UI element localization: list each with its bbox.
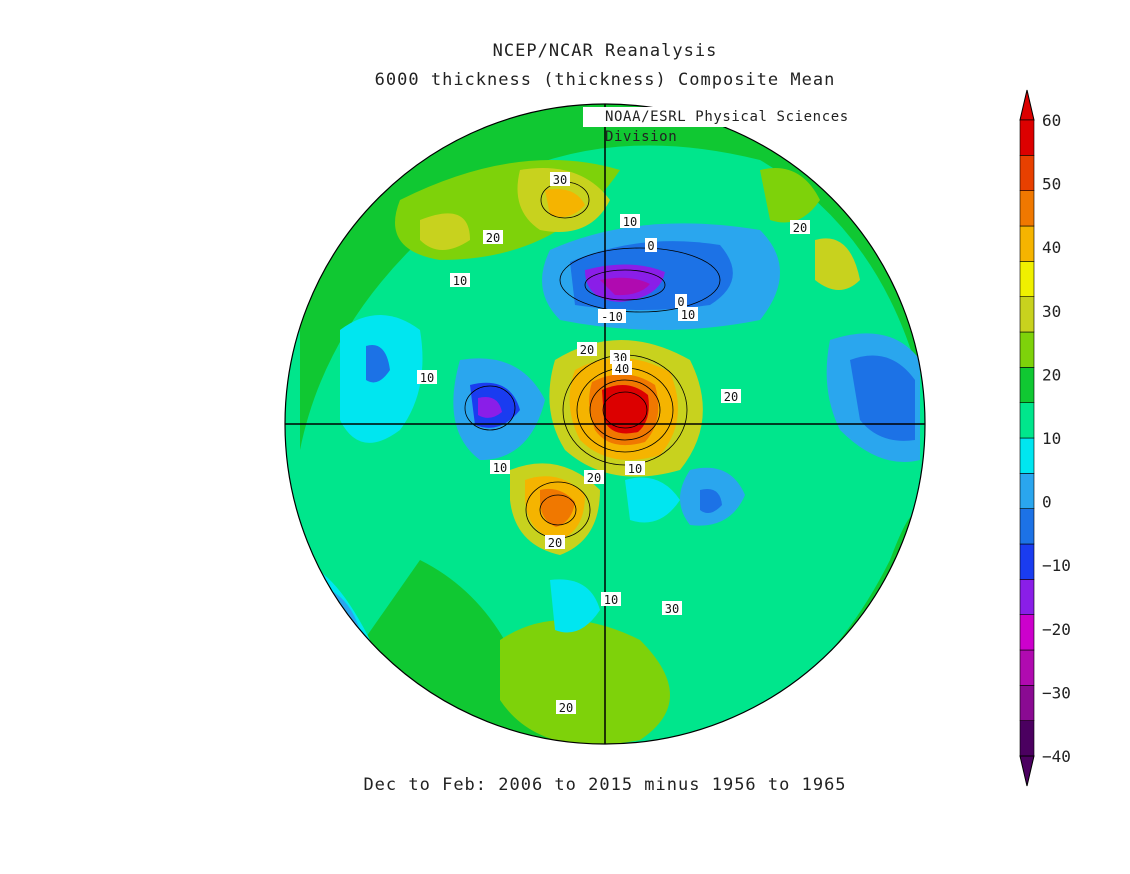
colorbar-box: [1019, 614, 1035, 651]
title-line2: 6000 thickness (thickness) Composite Mea…: [374, 70, 836, 90]
contour-label-bg: [612, 361, 632, 375]
contour-label: 0: [677, 295, 684, 309]
colorbar-box: [1019, 155, 1035, 191]
contour-label: 10: [628, 462, 642, 476]
contour-label-bg: [490, 460, 510, 474]
colorbar-box: [1019, 508, 1035, 545]
contour-label-bg: [550, 172, 570, 186]
colorbar-box: [1019, 579, 1035, 615]
contour-label: 10: [604, 593, 618, 607]
colorbar-top-arrow: [1019, 89, 1035, 121]
yellow-nw: [420, 213, 470, 250]
colorbar-box: [1019, 720, 1035, 757]
warm-canada-50: [540, 488, 575, 527]
colorbar-box: [1019, 225, 1035, 262]
colorbar-box: [1019, 261, 1035, 297]
contour-label: 30: [553, 173, 567, 187]
warm-arctic-60: [602, 385, 649, 434]
colorbar-box: [1019, 473, 1035, 509]
contour-label-bg: [556, 700, 576, 714]
colorbar-tick-label: −10: [1042, 556, 1071, 575]
colorbar-bottom-arrow: [1019, 755, 1035, 787]
contour-label: -10: [601, 310, 623, 324]
contour-label: 20: [793, 221, 807, 235]
contour-label: 30: [665, 602, 679, 616]
colorbar-box: [1019, 119, 1035, 156]
colorbar-box: [1019, 402, 1035, 439]
colorbar-box: [1019, 331, 1035, 368]
colorbar-box: [1019, 367, 1035, 403]
contour-label: 20: [587, 471, 601, 485]
colorbar-box: [1019, 543, 1035, 580]
contour-label-bg: [678, 307, 698, 321]
contour-label: 40: [615, 362, 629, 376]
contour-label-bg: [675, 294, 687, 308]
contour-label-bg: [584, 470, 604, 484]
lime-south: [500, 620, 670, 744]
contour-label-bg: [577, 342, 597, 356]
cyan-baffin: [625, 477, 680, 523]
contour-label: 20: [486, 231, 500, 245]
blue-atlantic: [700, 489, 722, 514]
colorbar-tick-label: 0: [1042, 493, 1052, 512]
contour-label: 10: [681, 308, 695, 322]
band-green-south: [285, 514, 925, 744]
colorbar-tick-label: −40: [1042, 747, 1071, 766]
colorbar-box: [1019, 190, 1035, 227]
colorbar-tick-label: −20: [1042, 620, 1071, 639]
yellow-ne: [815, 238, 860, 290]
colorbar-box: [1019, 437, 1035, 474]
colorbar-box: [1019, 685, 1035, 721]
contour-label-bg: [610, 350, 630, 364]
violet-alaska: [478, 396, 502, 418]
credit-text: NOAA/ESRL Physical Sciences Division: [583, 107, 923, 145]
colorbar-box: [1019, 649, 1035, 686]
blue-west: [366, 345, 390, 383]
contour-label: 10: [453, 274, 467, 288]
contour-label: 10: [420, 371, 434, 385]
contour-label-bg: [450, 273, 470, 287]
cyan-us: [550, 579, 600, 633]
contour-label: 0: [647, 239, 654, 253]
contour-label: 10: [493, 461, 507, 475]
colorbar-box: [1019, 296, 1035, 333]
contour-label-bg: [645, 238, 657, 252]
footer-caption: Dec to Feb: 2006 to 2015 minus 1956 to 1…: [363, 775, 847, 795]
colorbar-tick-label: 40: [1042, 238, 1061, 257]
contour-labels: 30201000-1010202030401020102010102030102…: [417, 172, 810, 715]
map-boundary: [284, 103, 926, 745]
contour-label-bg: [483, 230, 503, 244]
colorbar-tick-label: 20: [1042, 365, 1061, 384]
lime-ne: [760, 168, 820, 223]
contour-label: 20: [548, 536, 562, 550]
blue-europe: [850, 355, 915, 441]
colorbar-tick-label: 10: [1042, 429, 1061, 448]
contour-label-bg: [625, 461, 645, 475]
colorbar-tick-label: −30: [1042, 683, 1071, 702]
contour-label: 10: [623, 215, 637, 229]
colorbar: 60 50 40 30 20 10 0 −10 −20 −30 −40: [1019, 89, 1071, 787]
contour-label: 20: [559, 701, 573, 715]
contour-label-bg: [598, 309, 626, 323]
contour-label-bg: [545, 535, 565, 549]
band-green-north: [300, 104, 920, 450]
contour-label: 20: [724, 390, 738, 404]
orange-n: [545, 189, 585, 218]
contour-label-bg: [620, 214, 640, 228]
colorbar-tick-label: 50: [1042, 175, 1061, 194]
contour-label-bg: [417, 370, 437, 384]
magenta-siberia: [600, 277, 650, 296]
colorbar-boxes: [1019, 89, 1035, 787]
colorbar-ticks: 60 50 40 30 20 10 0 −10 −20 −30 −40: [1042, 111, 1071, 766]
contour-label-bg: [662, 601, 682, 615]
title-line1: NCEP/NCAR Reanalysis: [492, 41, 718, 61]
colorbar-tick-label: 60: [1042, 111, 1061, 130]
colorbar-tick-label: 30: [1042, 302, 1061, 321]
contour-label: 20: [580, 343, 594, 357]
contour-label-bg: [601, 592, 621, 606]
contour-label-bg: [721, 389, 741, 403]
contour-label-bg: [790, 220, 810, 234]
